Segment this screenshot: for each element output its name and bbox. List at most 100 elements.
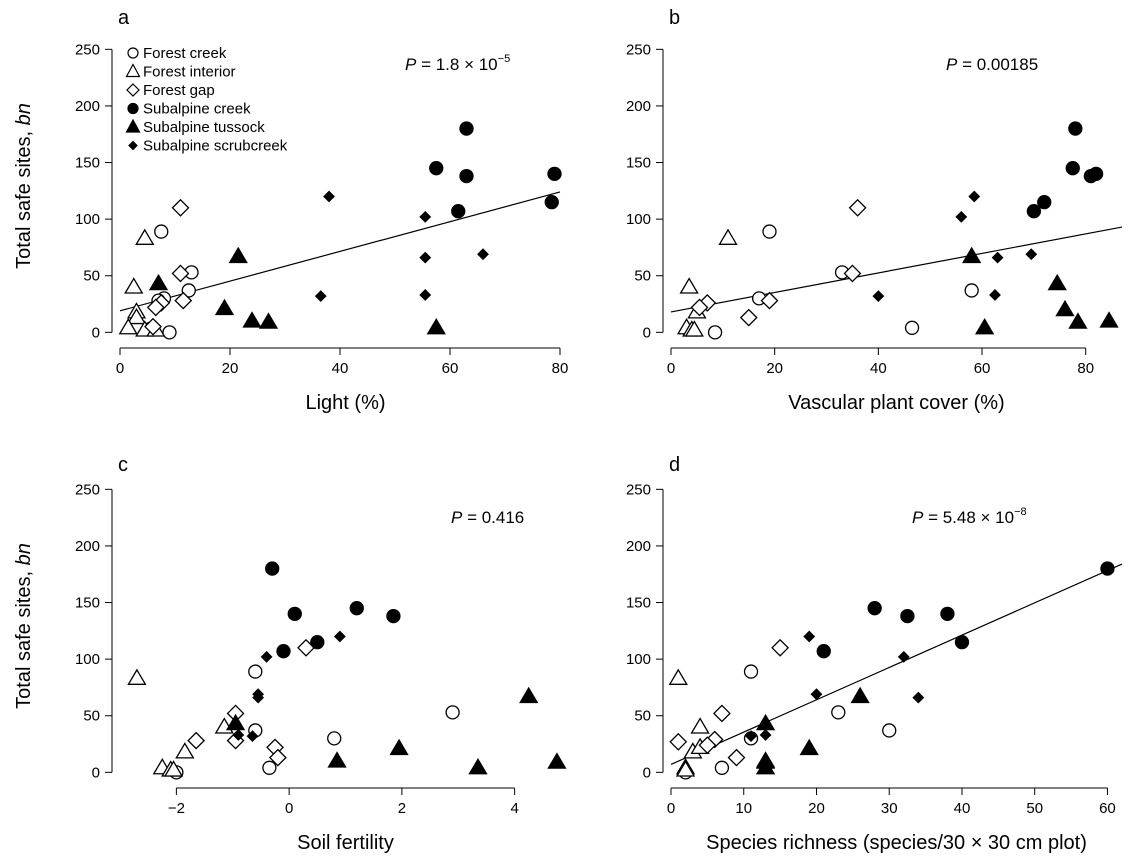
p-value: P = 1.8 × 10−5 — [405, 53, 510, 74]
y-tick-label: 200 — [75, 538, 100, 555]
x-tick-label: 60 — [974, 360, 991, 377]
legend-marker — [128, 140, 138, 151]
legend-label: Forest gap — [143, 82, 215, 99]
series-forest-gap — [690, 198, 867, 327]
data-point — [816, 644, 831, 659]
y-tick-label: 250 — [626, 481, 651, 498]
data-point — [1037, 195, 1052, 210]
data-point — [799, 738, 819, 756]
y-tick-label: 0 — [92, 764, 100, 781]
series-subalpine-tussock — [755, 686, 870, 775]
data-point — [262, 760, 277, 775]
x-tick-label: 60 — [442, 360, 459, 377]
data-point — [867, 601, 882, 616]
data-point — [668, 668, 688, 685]
x-tick-label: 80 — [552, 360, 569, 377]
data-point — [459, 168, 474, 184]
data-point — [163, 760, 184, 777]
data-point — [519, 686, 539, 704]
legend-label: Subalpine tussock — [143, 119, 265, 136]
data-point — [174, 291, 193, 310]
y-axis-title: Total safe sites, bn — [13, 543, 35, 709]
data-point — [146, 298, 165, 317]
y-tick-label: 100 — [75, 211, 100, 228]
panel-letter: a — [118, 7, 130, 29]
data-point — [707, 325, 723, 340]
data-point — [154, 224, 169, 239]
data-point — [127, 668, 147, 685]
y-tick-label: 200 — [626, 538, 651, 555]
x-axis-title: Light (%) — [305, 392, 385, 414]
data-point — [1100, 561, 1115, 576]
series-subalpine-scrubcreek — [314, 190, 489, 303]
y-tick-label: 150 — [626, 155, 651, 172]
data-point — [547, 166, 562, 181]
data-point — [187, 731, 206, 750]
series-subalpine-tussock — [962, 246, 1119, 335]
data-point — [872, 290, 885, 303]
panel-letter: b — [669, 7, 680, 29]
series-forest-creek — [169, 664, 460, 780]
data-point — [242, 311, 262, 328]
data-point — [445, 705, 460, 720]
legend-marker — [127, 102, 139, 115]
panel-b: 0 20 40 60 80 0 50 100 150 200 250 Vascular plant c… — [626, 7, 1123, 414]
series-forest-creek — [707, 224, 979, 340]
legend-marker — [127, 47, 139, 59]
data-point — [144, 317, 162, 336]
data-point — [684, 320, 704, 337]
legend-item: Subalpine scrubcreek — [128, 138, 288, 155]
y-tick-label: 50 — [83, 268, 100, 285]
data-point — [126, 307, 147, 325]
legend-marker — [126, 83, 140, 97]
x-tick-label: 40 — [332, 360, 349, 377]
data-point — [964, 283, 979, 298]
data-point — [940, 606, 955, 621]
panel-letter: d — [669, 454, 680, 476]
data-point — [968, 190, 981, 203]
data-point — [954, 635, 970, 650]
series-subalpine-tussock — [148, 246, 446, 335]
y-tick-label: 150 — [626, 595, 651, 612]
data-point — [1025, 248, 1038, 261]
data-point — [225, 713, 246, 731]
data-point — [287, 606, 302, 621]
data-point — [547, 752, 567, 769]
data-point — [900, 608, 915, 624]
series-subalpine-tussock — [225, 686, 567, 775]
data-point — [171, 264, 190, 283]
data-point — [310, 635, 325, 650]
legend-label: Forest creek — [143, 45, 227, 62]
data-point — [118, 318, 138, 335]
data-point — [252, 691, 265, 704]
series-subalpine-creek — [1026, 121, 1104, 219]
p-value: P = 0.416 — [451, 508, 524, 527]
data-point — [426, 318, 446, 335]
y-tick-label: 250 — [75, 41, 100, 58]
x-tick-label: 50 — [1026, 800, 1043, 817]
y-tick-label: 0 — [643, 764, 651, 781]
legend-marker — [125, 63, 141, 78]
y-tick-label: 100 — [626, 211, 651, 228]
data-point — [1068, 121, 1083, 136]
legend-item: Forest gap — [126, 82, 215, 99]
data-point — [991, 251, 1004, 264]
legend-item: Subalpine tussock — [125, 118, 265, 136]
data-point — [258, 312, 279, 329]
data-point — [810, 688, 823, 701]
data-point — [727, 748, 746, 767]
data-point — [1083, 168, 1099, 184]
x-tick-label: 20 — [808, 800, 825, 817]
data-point — [135, 228, 155, 245]
data-point — [675, 760, 696, 777]
data-point — [713, 704, 731, 723]
legend-marker — [125, 118, 141, 133]
x-tick-label: 40 — [954, 800, 971, 817]
data-point — [1065, 161, 1080, 176]
data-point — [714, 760, 730, 775]
x-tick-label: 0 — [667, 360, 675, 377]
series-subalpine-scrubcreek — [232, 630, 346, 743]
data-point — [419, 210, 432, 223]
p-value: P = 5.48 × 10−8 — [912, 506, 1027, 527]
